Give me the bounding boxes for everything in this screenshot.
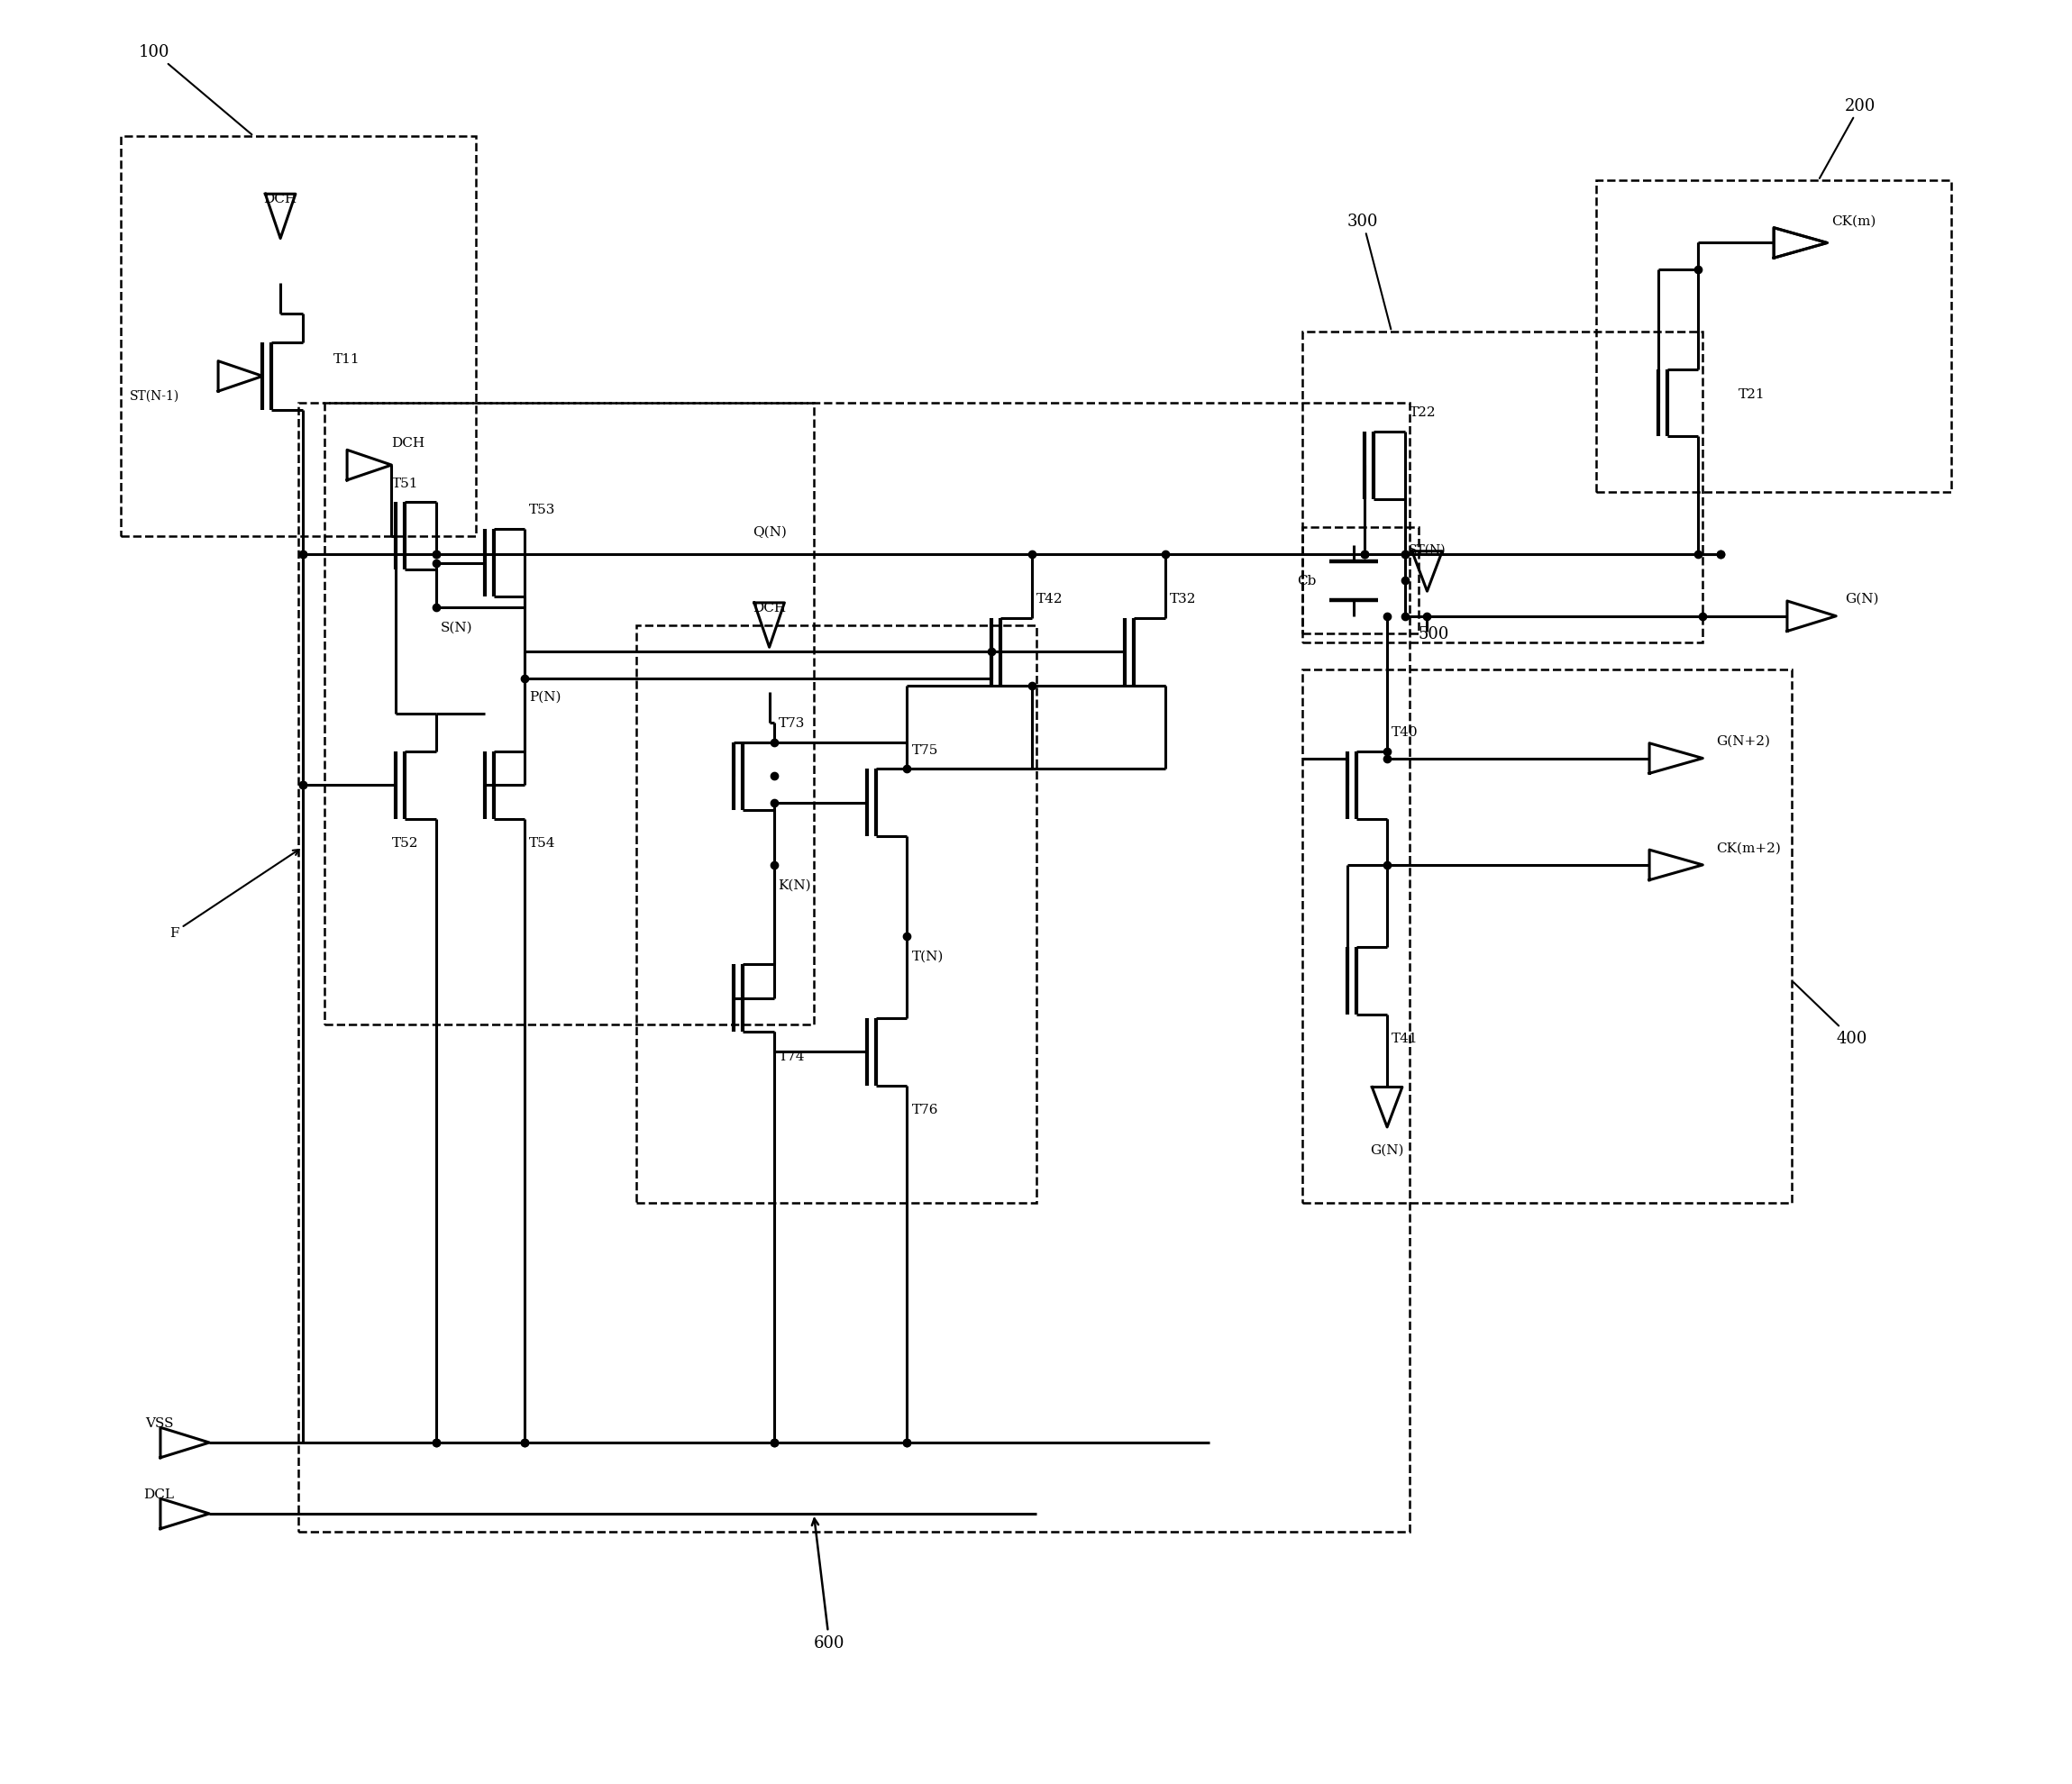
Text: 100: 100 — [139, 45, 253, 136]
Text: DCH: DCH — [263, 193, 296, 205]
Bar — [325, 403, 814, 1026]
Text: 400: 400 — [1794, 983, 1867, 1047]
Text: T11: T11 — [334, 353, 361, 366]
Bar — [1303, 332, 1703, 644]
Text: G(N): G(N) — [1844, 592, 1879, 605]
Text: T75: T75 — [912, 744, 939, 756]
Text: DCL: DCL — [143, 1488, 174, 1500]
Text: K(N): K(N) — [779, 878, 812, 892]
Text: T41: T41 — [1392, 1033, 1417, 1045]
Text: P(N): P(N) — [528, 690, 562, 703]
Text: CK(m+2): CK(m+2) — [1716, 842, 1780, 855]
Text: T76: T76 — [912, 1103, 939, 1117]
Bar — [1303, 671, 1792, 1202]
Text: DCH: DCH — [392, 437, 425, 450]
Text: 500: 500 — [1417, 626, 1448, 642]
Text: T52: T52 — [392, 837, 419, 849]
Text: Cb: Cb — [1297, 574, 1316, 587]
Text: S(N): S(N) — [441, 621, 472, 633]
Text: T(N): T(N) — [912, 949, 943, 962]
Text: T51: T51 — [392, 476, 419, 491]
Text: T32: T32 — [1169, 592, 1196, 605]
Text: 200: 200 — [1819, 98, 1875, 178]
Text: ST(N-1): ST(N-1) — [128, 391, 178, 403]
Text: 300: 300 — [1347, 214, 1390, 330]
Text: CK(m): CK(m) — [1832, 216, 1875, 228]
Text: Q(N): Q(N) — [752, 526, 787, 539]
Text: T53: T53 — [528, 503, 555, 516]
Text: ST(N): ST(N) — [1409, 544, 1446, 557]
Text: DCH: DCH — [752, 601, 785, 614]
Text: T42: T42 — [1036, 592, 1063, 605]
Text: T54: T54 — [528, 837, 555, 849]
Bar — [120, 137, 477, 537]
Text: G(N): G(N) — [1370, 1144, 1405, 1156]
Bar — [636, 626, 1036, 1202]
Text: VSS: VSS — [145, 1416, 174, 1429]
Bar — [1303, 528, 1417, 635]
Text: G(N+2): G(N+2) — [1716, 735, 1769, 747]
Text: 600: 600 — [812, 1518, 845, 1650]
Text: F: F — [170, 851, 298, 938]
Bar — [1595, 182, 1952, 492]
Text: T22: T22 — [1409, 407, 1436, 419]
Text: T73: T73 — [779, 717, 804, 730]
Text: T40: T40 — [1392, 726, 1417, 739]
Bar — [298, 403, 1409, 1531]
Text: T74: T74 — [779, 1051, 804, 1063]
Text: T21: T21 — [1738, 389, 1765, 401]
